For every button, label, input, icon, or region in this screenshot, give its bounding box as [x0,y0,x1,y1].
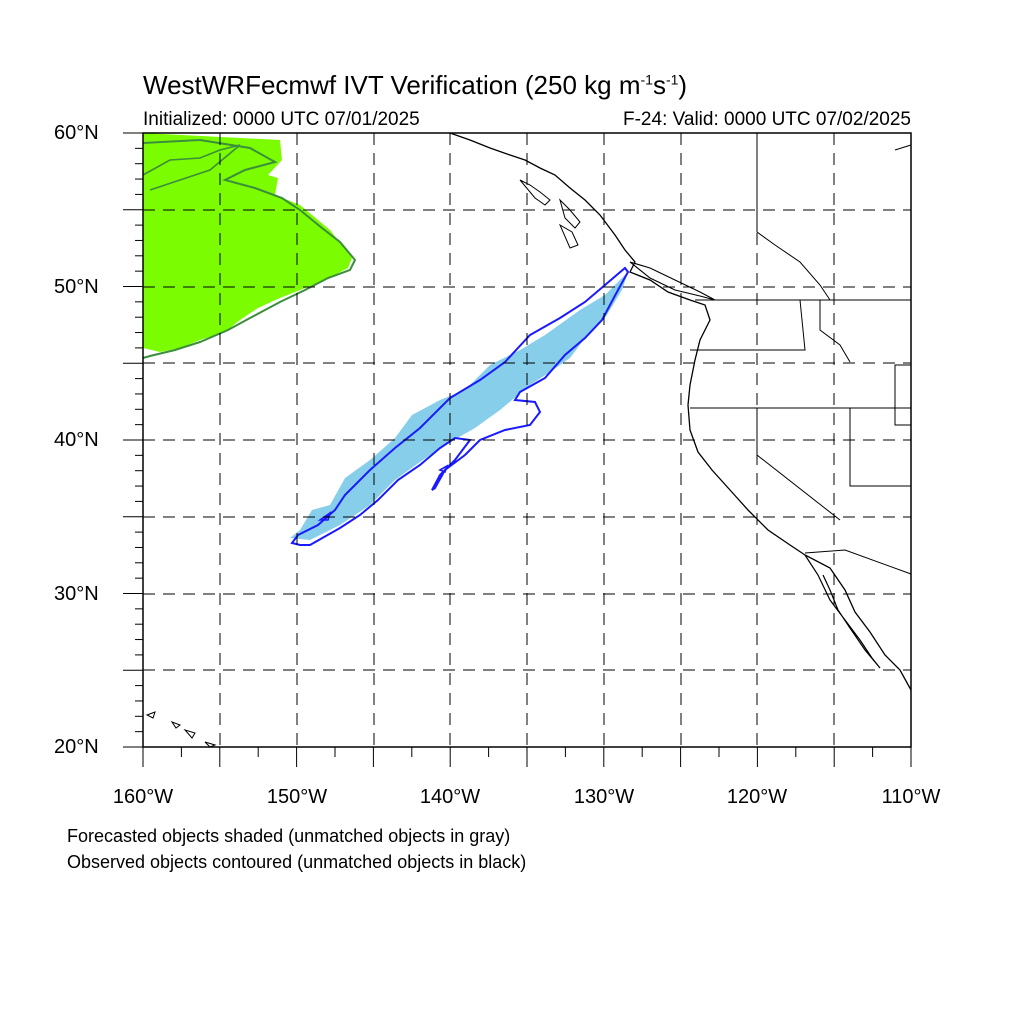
lon-label-140w: 140°W [419,786,481,808]
initialized-label: Initialized: 0000 UTC 07/01/2025 [143,109,420,130]
lat-label-40: 40°N [54,429,99,451]
hawaiian-islands [145,711,217,748]
observed-note: Observed objects contoured (unmatched ob… [67,852,527,872]
observed-contour-green-inner [142,144,241,191]
forecast-note: Forecasted objects shaded (unmatched obj… [67,826,511,846]
lon-label-120w: 120°W [726,786,788,808]
forecast-object-green [143,133,352,352]
lat-label-30: 30°N [54,583,99,605]
lon-label-150w: 150°W [266,786,328,808]
lon-label-110w: 110°W [881,786,941,808]
chart-title: WestWRFecmwf IVT Verification (250 kg m-… [143,70,688,100]
lon-label-130w: 130°W [573,786,635,808]
valid-time-label: F-24: Valid: 0000 UTC 07/02/2025 [623,109,911,130]
observed-contour-blue [290,266,630,546]
axis-ticks [123,132,912,767]
lat-label-50: 50°N [54,276,99,298]
lon-label-160w: 160°W [112,786,174,808]
lat-lon-grid [143,133,911,747]
coastline [449,132,912,691]
alaska-islands [519,179,581,249]
lat-label-60: 60°N [54,122,99,144]
observed-contour-green [142,138,357,359]
lat-label-20: 20°N [54,736,99,758]
baja-peninsula [804,554,881,669]
